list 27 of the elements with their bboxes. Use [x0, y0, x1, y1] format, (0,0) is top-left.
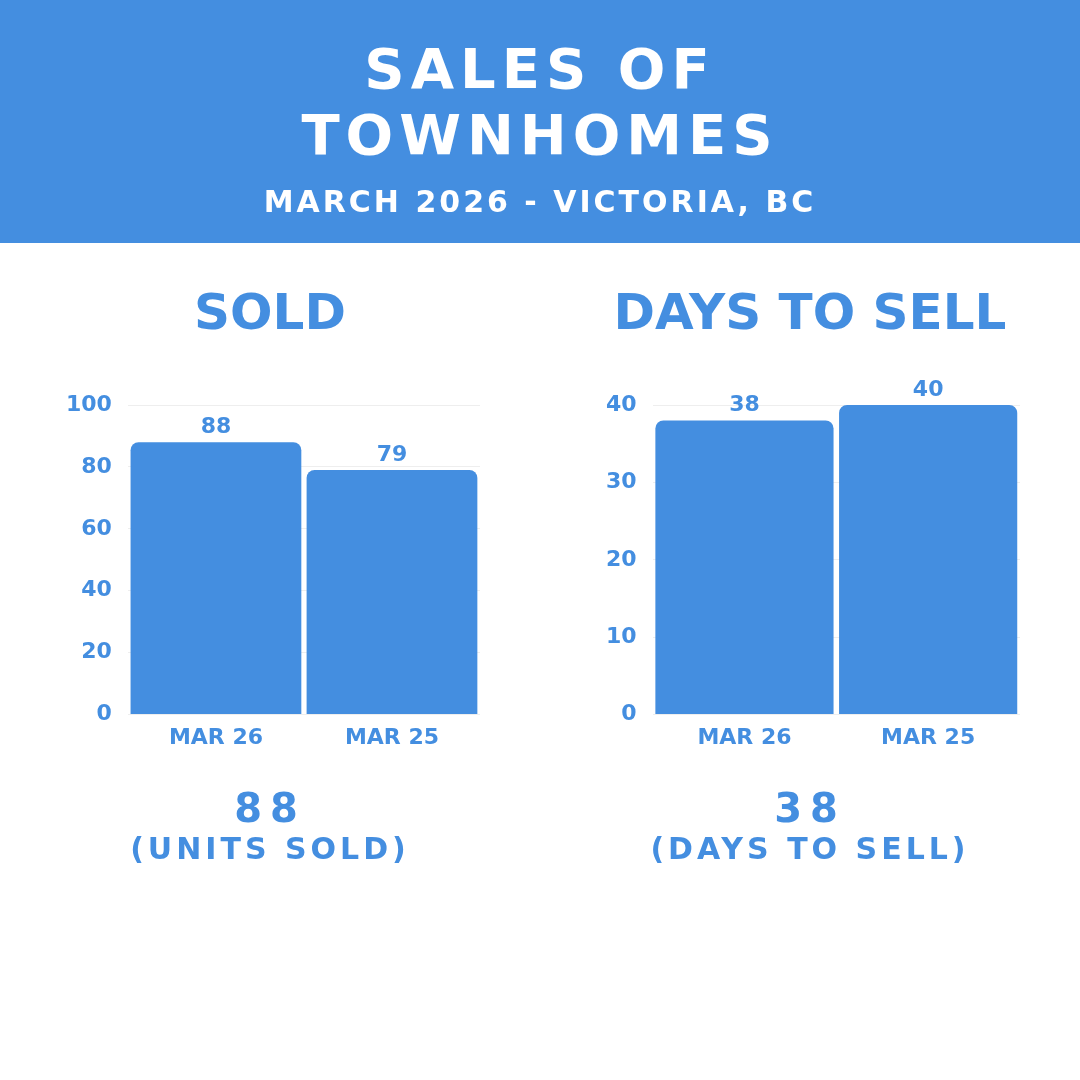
chart-title: SOLD — [193, 283, 347, 341]
y-tick-label: 20 — [605, 545, 637, 571]
text: (DAYS TO SELL) — [649, 831, 971, 866]
x-tick-label: MAR 26 — [697, 723, 792, 749]
y-tick-label: 0 — [96, 700, 112, 726]
y-tick-label: 10 — [605, 622, 637, 648]
text: MARCH 2026 - VICTORIA, BC — [262, 184, 818, 219]
text: SALES OF TOWNHOMES — [300, 36, 780, 168]
y-tick-label: 60 — [81, 514, 112, 540]
data-label: 40 — [912, 375, 944, 401]
y-tick-label: 80 — [81, 452, 112, 478]
chart-title: DAYS TO SELL — [612, 283, 1008, 341]
y-tick-label: 20 — [81, 638, 112, 664]
y-tick-label: 30 — [605, 468, 637, 494]
data-label: 88 — [200, 412, 232, 438]
y-tick-label: 0 — [621, 700, 637, 726]
text: 88 — [233, 785, 307, 831]
data-label: 38 — [729, 391, 760, 417]
y-tick-label: 100 — [65, 390, 112, 416]
y-tick-label: 40 — [605, 390, 637, 416]
y-tick-label: 40 — [81, 576, 112, 602]
text: (UNITS SOLD) — [129, 831, 411, 866]
x-tick-label: MAR 26 — [168, 723, 264, 749]
data-label: 79 — [376, 440, 408, 466]
text: 38 — [773, 785, 847, 831]
x-tick-label: MAR 25 — [344, 723, 440, 749]
x-tick-label: MAR 25 — [881, 723, 976, 749]
